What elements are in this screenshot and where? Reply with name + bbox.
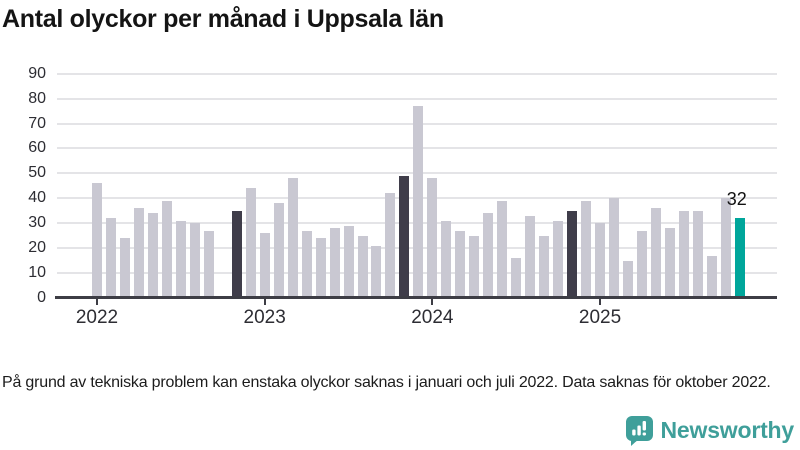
bar-2022-11 bbox=[231, 210, 242, 298]
bar-2022-02 bbox=[105, 218, 116, 298]
bar-2023-03 bbox=[287, 178, 298, 298]
x-axis-label-2023: 2023 bbox=[243, 307, 286, 328]
bar-2025-07 bbox=[678, 210, 689, 298]
y-axis-label-0: 0 bbox=[37, 289, 46, 306]
bar-2023-02 bbox=[273, 203, 284, 298]
bar-2024-07 bbox=[511, 258, 522, 298]
bar-2024-02 bbox=[441, 220, 452, 298]
bar-2024-01 bbox=[427, 178, 438, 298]
bar-2023-01 bbox=[259, 233, 270, 298]
value-label-2025-11: 32 bbox=[726, 189, 747, 210]
x-axis-tick-2024 bbox=[431, 299, 434, 305]
bar-2025-02 bbox=[609, 198, 620, 298]
bar-2022-06 bbox=[161, 200, 172, 298]
bar-2023-06 bbox=[329, 228, 340, 298]
bar-2025-04 bbox=[636, 230, 647, 298]
bar-2023-12 bbox=[413, 106, 424, 298]
bar-2024-11 bbox=[567, 210, 578, 298]
x-axis-label-2025: 2025 bbox=[578, 307, 622, 328]
x-axis-label-2024: 2024 bbox=[411, 307, 454, 328]
x-axis-line bbox=[55, 296, 777, 299]
bar-2023-10 bbox=[385, 193, 396, 298]
bar-2024-04 bbox=[469, 235, 480, 298]
bar-2024-10 bbox=[553, 220, 564, 298]
y-axis-label-70: 70 bbox=[28, 114, 46, 132]
bar-2025-05 bbox=[650, 208, 661, 298]
bar-2025-01 bbox=[595, 223, 606, 298]
bar-2025-09 bbox=[706, 255, 717, 298]
bar-2024-06 bbox=[497, 200, 508, 298]
newsworthy-logo-text: Newsworthy bbox=[660, 417, 795, 443]
y-axis-label-40: 40 bbox=[28, 189, 46, 207]
bar-2024-03 bbox=[455, 230, 466, 298]
gridline-80 bbox=[57, 97, 777, 100]
bar-2024-05 bbox=[483, 213, 494, 298]
bar-2025-03 bbox=[623, 260, 633, 298]
bar-2022-09 bbox=[203, 230, 214, 298]
bar-2023-05 bbox=[315, 238, 326, 298]
bar-2025-06 bbox=[664, 228, 675, 298]
gridline-90 bbox=[57, 72, 777, 75]
y-axis-label-30: 30 bbox=[28, 214, 46, 232]
bar-2022-07 bbox=[175, 220, 186, 298]
y-axis-label-80: 80 bbox=[28, 89, 46, 107]
page-title: Antal olyckor per månad i Uppsala län bbox=[2, 5, 444, 33]
y-axis-label-10: 10 bbox=[28, 264, 46, 282]
chart-footnote: På grund av tekniska problem kan enstaka… bbox=[2, 374, 771, 391]
bar-2022-03 bbox=[119, 238, 130, 298]
newsworthy-speech-bubble-chart-icon bbox=[625, 416, 653, 446]
bar-2025-10 bbox=[720, 198, 731, 298]
bar-2022-08 bbox=[189, 223, 200, 298]
bar-2024-08 bbox=[525, 215, 536, 298]
y-axis-label-50: 50 bbox=[28, 164, 46, 182]
bar-2022-12 bbox=[245, 188, 256, 298]
bar-2022-05 bbox=[147, 213, 158, 298]
bar-2023-04 bbox=[301, 230, 312, 298]
bar-2024-09 bbox=[539, 235, 550, 298]
x-axis-tick-2023 bbox=[263, 299, 266, 305]
bar-2022-01 bbox=[92, 183, 102, 298]
x-axis-tick-2022 bbox=[96, 299, 98, 305]
bar-2023-07 bbox=[343, 225, 354, 298]
y-axis-label-60: 60 bbox=[28, 139, 46, 157]
x-axis-tick-2025 bbox=[599, 299, 602, 305]
y-axis-label-90: 90 bbox=[28, 64, 46, 82]
bar-2023-11 bbox=[399, 175, 410, 298]
bar-2025-11 bbox=[734, 218, 745, 298]
y-axis-label-20: 20 bbox=[28, 239, 46, 257]
newsworthy-logo: Newsworthy bbox=[625, 415, 794, 446]
bar-2025-08 bbox=[692, 210, 703, 298]
bar-2022-04 bbox=[133, 208, 144, 298]
bar-2023-09 bbox=[371, 245, 382, 298]
bar-2024-12 bbox=[581, 200, 592, 298]
bar-2023-08 bbox=[357, 235, 368, 298]
x-axis-label-2022: 2022 bbox=[75, 307, 119, 328]
